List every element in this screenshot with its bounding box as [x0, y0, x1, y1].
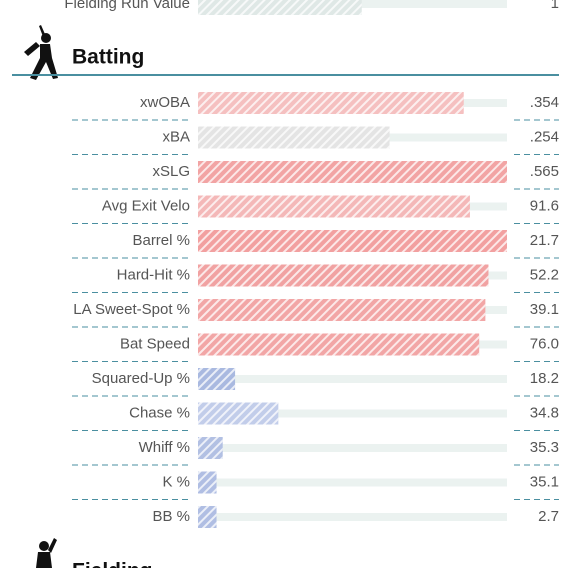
fielder-icon	[36, 538, 57, 568]
track	[198, 375, 507, 383]
bar-hatch	[198, 506, 217, 528]
row-stat: 2.7	[538, 508, 559, 525]
bar-hatch	[198, 368, 236, 390]
track	[198, 409, 507, 418]
row-stat: 35.3	[530, 439, 559, 456]
track	[198, 478, 507, 487]
row-label: K %	[162, 473, 190, 490]
row-stat: 91.6	[530, 197, 559, 214]
bar-hatch	[198, 92, 464, 114]
bar-hatch	[198, 471, 217, 494]
batter-icon	[24, 25, 58, 80]
row-label: BB %	[152, 508, 190, 525]
row-stat: 76.0	[530, 335, 559, 352]
row-stat: 35.1	[530, 473, 559, 490]
row-label: Barrel %	[132, 232, 190, 249]
bar-hatch	[198, 126, 390, 149]
row-label: Bat Speed	[120, 335, 190, 352]
row-label: Hard-Hit %	[117, 266, 190, 283]
bar-hatch	[198, 402, 279, 425]
bar-hatch	[198, 437, 223, 459]
row-stat: 18.2	[530, 370, 559, 387]
row-label: xBA	[162, 128, 190, 145]
row-stat: 1	[551, 0, 559, 12]
row-label: Whiff %	[139, 439, 190, 456]
bar-hatch	[198, 195, 470, 218]
row-stat: .254	[530, 128, 559, 145]
row-stat: .565	[530, 163, 559, 180]
row-stat: .354	[530, 94, 559, 111]
track	[198, 444, 507, 452]
row-stat: 39.1	[530, 301, 559, 318]
section-title: Fielding	[72, 560, 153, 568]
bar-hatch	[198, 0, 362, 15]
row-label: xwOBA	[140, 94, 190, 111]
row-stat: 21.7	[530, 232, 559, 249]
row-label: Avg Exit Velo	[102, 197, 190, 214]
bar-hatch	[198, 230, 507, 252]
row-label: xSLG	[152, 163, 190, 180]
row-label: Chase %	[129, 404, 190, 421]
bar-hatch	[198, 299, 486, 321]
row-label: Fielding Run Value	[64, 0, 190, 12]
bar-hatch	[198, 264, 489, 287]
section-title: Batting	[72, 46, 144, 69]
row-label: Squared-Up %	[92, 370, 190, 387]
track	[198, 513, 507, 521]
bar-hatch	[198, 161, 507, 183]
bar-hatch	[198, 333, 480, 356]
row-stat: 52.2	[530, 266, 559, 283]
row-stat: 34.8	[530, 404, 559, 421]
row-label: LA Sweet-Spot %	[73, 301, 190, 318]
